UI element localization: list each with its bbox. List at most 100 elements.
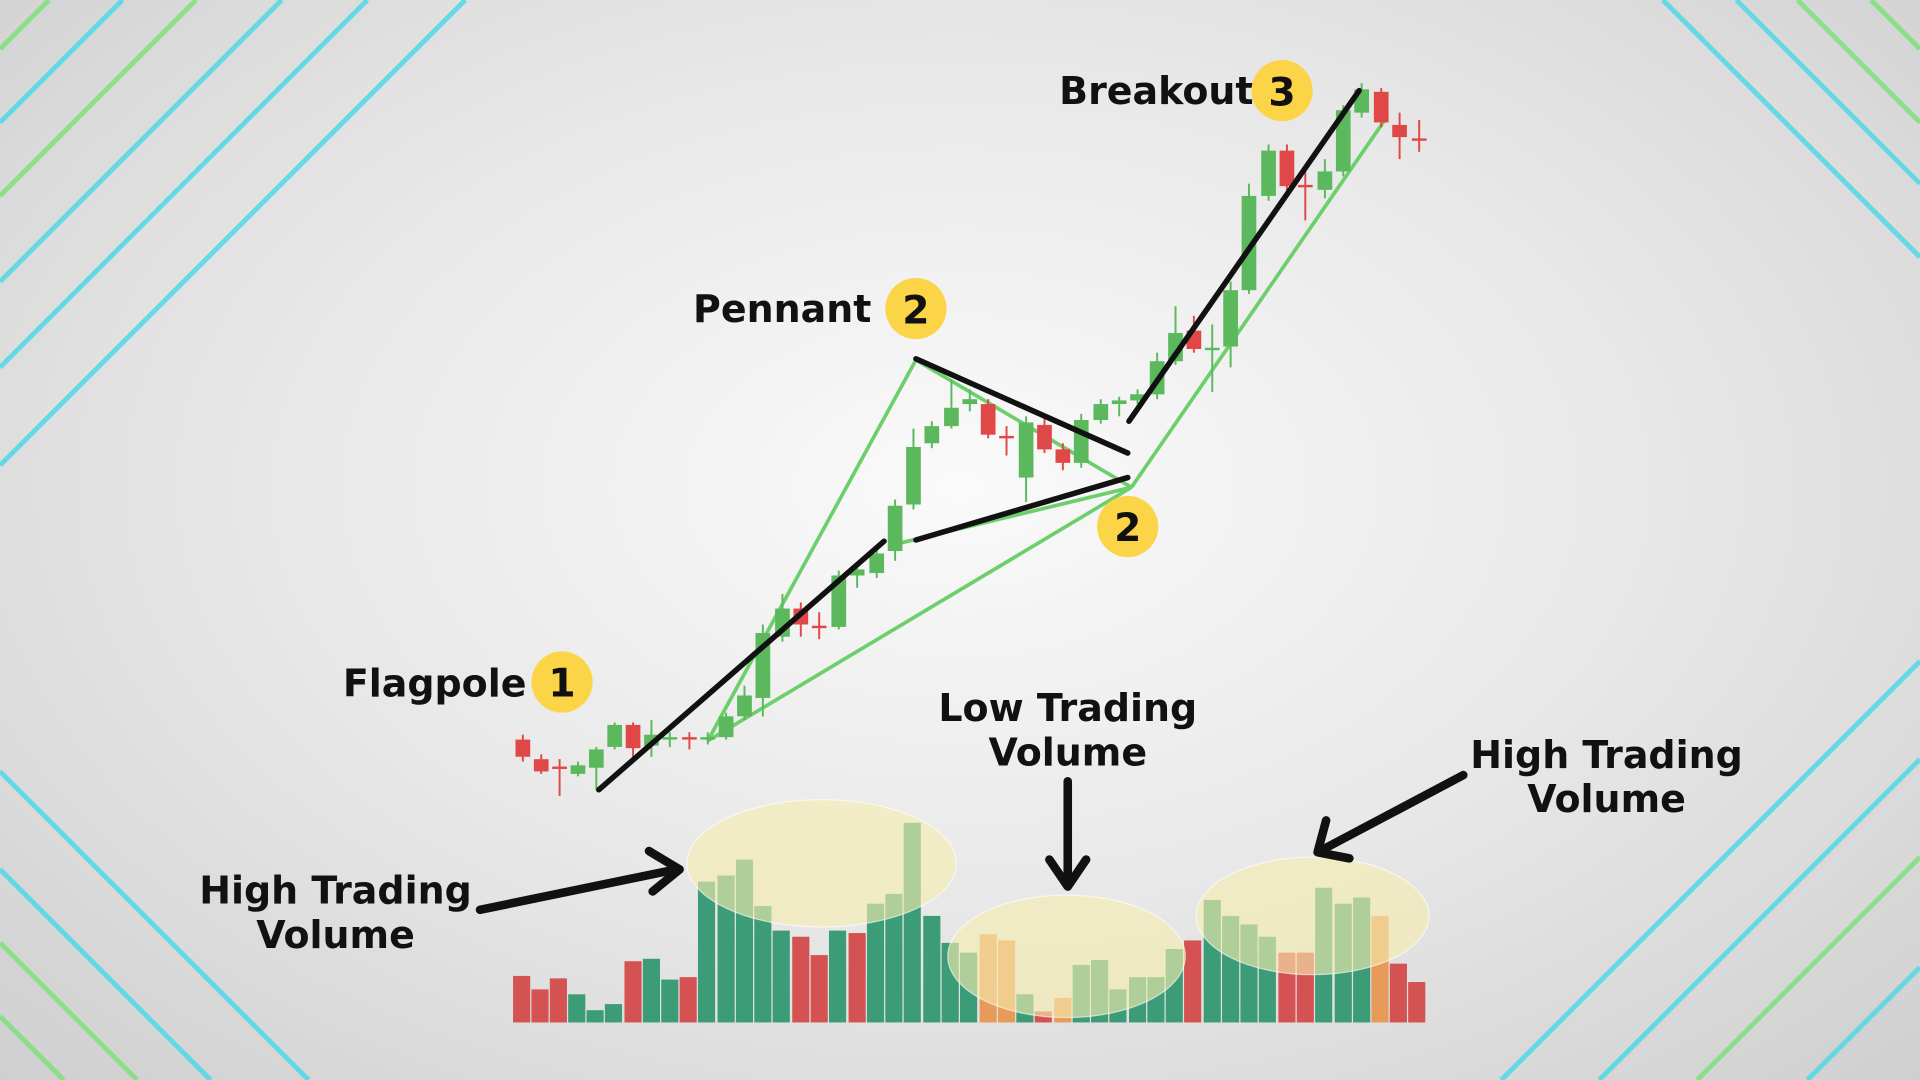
corner-line <box>1597 757 1920 1080</box>
flagpole-line <box>596 538 887 793</box>
bullish-candle <box>944 379 959 429</box>
candle-body <box>1073 420 1089 463</box>
bullish-candle <box>755 624 771 717</box>
candle-body <box>831 575 847 627</box>
candle-body <box>962 399 978 405</box>
candle-body <box>552 766 567 769</box>
corner-line <box>0 0 51 51</box>
breakout-badge-number: 3 <box>1268 70 1295 115</box>
high-volume-highlight-left <box>686 798 957 928</box>
flagpole-badge: 1 <box>531 651 593 713</box>
pennant-label: Pennant <box>693 287 871 331</box>
bearish-candle <box>1411 120 1427 152</box>
arrow-to-low-volume <box>1045 776 1091 891</box>
candle-body <box>515 739 531 757</box>
candle-body <box>625 724 641 749</box>
candle-body <box>570 765 586 774</box>
bearish-candle <box>1297 171 1313 221</box>
volume-bar <box>661 979 679 1023</box>
candle-body <box>644 734 659 746</box>
volume-bar <box>1408 982 1426 1023</box>
bearish-candle <box>1037 416 1052 454</box>
pole-trendline-shallow <box>706 485 1133 743</box>
corner-line <box>1661 0 1920 259</box>
corner-line <box>0 0 370 370</box>
bullish-candle <box>644 720 659 757</box>
breakout-label: Breakout <box>1059 69 1253 113</box>
volume-bar <box>604 1004 623 1023</box>
pennant-lower-line <box>913 474 1131 543</box>
breakout-line <box>1126 87 1362 424</box>
candle-body <box>1055 449 1071 463</box>
candle-body <box>869 553 885 574</box>
bullish-candle <box>1130 389 1145 405</box>
candle-body <box>718 716 734 738</box>
corner-line <box>0 769 311 1080</box>
volume-bar <box>568 994 586 1023</box>
candle-body <box>662 737 678 740</box>
volume-bar <box>772 930 790 1023</box>
breakout-badge: 3 <box>1251 60 1313 122</box>
candle-body <box>887 505 903 552</box>
candle-body <box>924 426 940 444</box>
candle-body <box>588 749 604 768</box>
volume-bar <box>549 978 567 1023</box>
black-trendlines <box>596 87 1362 793</box>
volume-bar <box>1389 963 1407 1023</box>
bullish-candle <box>1261 144 1276 201</box>
bullish-candle <box>924 421 940 449</box>
candle-body <box>944 407 959 427</box>
candle-body <box>1297 184 1313 188</box>
bullish-candle <box>1204 324 1220 392</box>
candle-body <box>1241 195 1257 291</box>
candle-body <box>700 737 716 740</box>
bullish-candle <box>906 428 921 510</box>
volume-bar <box>697 881 716 1023</box>
candle-body <box>1111 400 1127 405</box>
volume-bar <box>624 961 642 1023</box>
corner-line <box>1795 0 1920 125</box>
candle-body <box>906 446 921 505</box>
bearish-candle <box>533 754 549 774</box>
bullish-candle <box>1317 159 1333 199</box>
volume-bar <box>810 955 828 1023</box>
bullish-candle <box>887 499 903 561</box>
candle-body <box>1279 150 1295 187</box>
volume-bar <box>679 977 697 1023</box>
candle-body <box>999 435 1014 439</box>
bearish-candle <box>1055 443 1071 471</box>
arrow-to-left-volume <box>475 846 684 915</box>
bullish-candle <box>1223 281 1238 368</box>
candle-body <box>980 404 996 435</box>
volume-highlights <box>686 798 1430 1019</box>
flagpole-badge-number: 1 <box>548 662 575 707</box>
candle-body <box>682 737 697 740</box>
bearish-candle <box>1279 144 1295 192</box>
candle-body <box>811 625 827 629</box>
arrows <box>475 770 1468 915</box>
bullish-candle <box>1241 183 1257 294</box>
corner-line <box>1805 965 1920 1080</box>
low-volume-label-line2: Volume <box>988 730 1147 774</box>
corner-line <box>0 0 468 468</box>
corner-line <box>0 0 198 198</box>
candle-body <box>1130 394 1145 401</box>
flagpole-label: Flagpole <box>343 662 527 706</box>
low-volume-highlight <box>947 894 1186 1019</box>
bullish-candle <box>1111 396 1127 417</box>
candle-body <box>849 569 865 576</box>
pennant-badge: 2 <box>885 277 947 340</box>
corner-line <box>1734 0 1920 186</box>
bullish-candle <box>607 722 623 750</box>
bearish-candle <box>980 399 996 439</box>
corner-line <box>0 941 139 1080</box>
bullish-candle <box>570 761 586 777</box>
bullish-candle <box>1093 399 1109 424</box>
high-volume-highlight-right <box>1195 856 1430 976</box>
bullish-candle <box>737 685 752 720</box>
arrow-to-right-volume <box>1313 770 1468 863</box>
bearish-candle <box>1373 88 1389 128</box>
corner-line <box>1695 855 1920 1080</box>
pennant-badge-number: 2 <box>902 288 929 333</box>
